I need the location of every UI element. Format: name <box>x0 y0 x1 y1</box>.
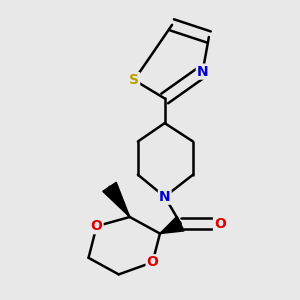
Text: O: O <box>147 255 158 269</box>
Polygon shape <box>160 216 184 233</box>
Text: N: N <box>197 64 208 79</box>
Text: N: N <box>159 190 170 204</box>
Text: O: O <box>214 217 226 231</box>
Polygon shape <box>103 182 130 217</box>
Text: S: S <box>129 73 139 87</box>
Text: O: O <box>91 219 103 233</box>
